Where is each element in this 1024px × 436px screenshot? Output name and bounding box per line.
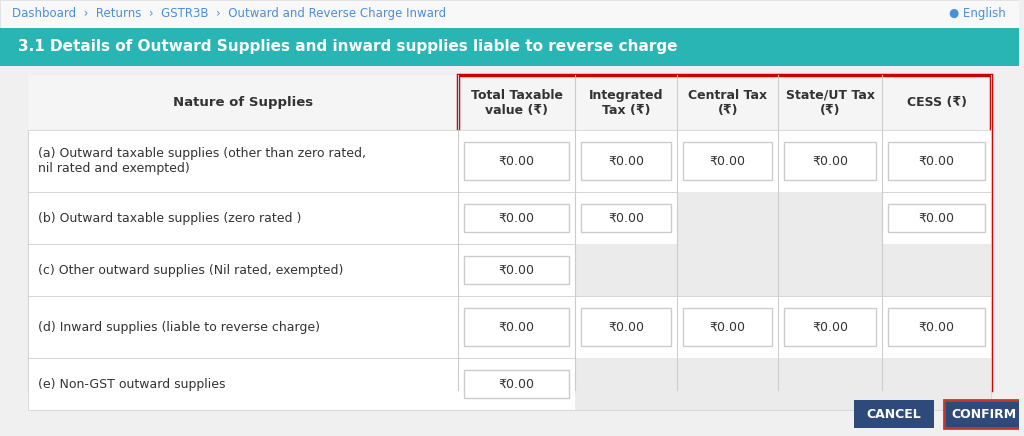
Bar [464, 142, 569, 180]
Bar [677, 192, 778, 244]
Bar [582, 204, 671, 232]
Bar [28, 244, 991, 296]
Text: CANCEL: CANCEL [866, 408, 922, 420]
Bar [854, 400, 934, 428]
Bar [575, 358, 677, 410]
Bar [778, 358, 882, 410]
Text: ₹0.00: ₹0.00 [499, 378, 535, 391]
Bar [575, 244, 677, 296]
Bar [683, 308, 772, 346]
Bar [458, 75, 991, 390]
Text: Total Taxable
value (₹): Total Taxable value (₹) [471, 89, 562, 116]
Text: 3.1 Details of Outward Supplies and inward supplies liable to reverse charge: 3.1 Details of Outward Supplies and inwa… [17, 40, 678, 54]
Text: (a) Outward taxable supplies (other than zero rated,
nil rated and exempted): (a) Outward taxable supplies (other than… [38, 147, 366, 175]
Bar [28, 75, 991, 390]
Bar [784, 308, 876, 346]
Bar [882, 358, 991, 410]
Bar [683, 142, 772, 180]
Bar [882, 244, 991, 296]
Text: CESS (₹): CESS (₹) [906, 96, 967, 109]
Bar [464, 256, 569, 284]
Text: ₹0.00: ₹0.00 [608, 320, 644, 334]
Text: ₹0.00: ₹0.00 [919, 154, 954, 167]
Text: (b) Outward taxable supplies (zero rated ): (b) Outward taxable supplies (zero rated… [38, 211, 301, 225]
Text: Central Tax
(₹): Central Tax (₹) [688, 89, 767, 116]
Text: ₹0.00: ₹0.00 [812, 320, 848, 334]
Text: Dashboard  ›  Returns  ›  GSTR3B  ›  Outward and Reverse Charge Inward: Dashboard › Returns › GSTR3B › Outward a… [12, 7, 446, 20]
Bar [888, 204, 985, 232]
Bar [888, 142, 985, 180]
Text: ₹0.00: ₹0.00 [919, 211, 954, 225]
Text: Integrated
Tax (₹): Integrated Tax (₹) [589, 89, 664, 116]
Bar [888, 308, 985, 346]
Bar [0, 0, 1019, 28]
Text: (d) Inward supplies (liable to reverse charge): (d) Inward supplies (liable to reverse c… [38, 320, 319, 334]
Bar [28, 296, 991, 358]
Text: ₹0.00: ₹0.00 [608, 211, 644, 225]
Bar [464, 204, 569, 232]
Text: CONFIRM: CONFIRM [951, 408, 1016, 420]
Text: ● English: ● English [948, 7, 1006, 20]
Text: ₹0.00: ₹0.00 [710, 154, 745, 167]
Bar [28, 75, 991, 130]
Text: ₹0.00: ₹0.00 [608, 154, 644, 167]
Bar [28, 130, 991, 192]
Text: ₹0.00: ₹0.00 [499, 211, 535, 225]
Bar [28, 192, 991, 244]
Text: (c) Other outward supplies (Nil rated, exempted): (c) Other outward supplies (Nil rated, e… [38, 263, 343, 276]
Text: State/UT Tax
(₹): State/UT Tax (₹) [785, 89, 874, 116]
Bar [28, 358, 991, 410]
Text: ₹0.00: ₹0.00 [499, 154, 535, 167]
Bar [944, 400, 1023, 428]
Text: ₹0.00: ₹0.00 [499, 263, 535, 276]
Text: (e) Non-GST outward supplies: (e) Non-GST outward supplies [38, 378, 225, 391]
Bar [0, 28, 1019, 66]
Bar [778, 192, 882, 244]
Bar [677, 358, 778, 410]
Bar [677, 244, 778, 296]
Text: ₹0.00: ₹0.00 [919, 320, 954, 334]
Bar [464, 370, 569, 398]
Text: ₹0.00: ₹0.00 [710, 320, 745, 334]
Text: Nature of Supplies: Nature of Supplies [173, 96, 313, 109]
Text: ₹0.00: ₹0.00 [812, 154, 848, 167]
Bar [582, 308, 671, 346]
Bar [778, 244, 882, 296]
Bar [464, 308, 569, 346]
Text: ₹0.00: ₹0.00 [499, 320, 535, 334]
Bar [784, 142, 876, 180]
Bar [582, 142, 671, 180]
